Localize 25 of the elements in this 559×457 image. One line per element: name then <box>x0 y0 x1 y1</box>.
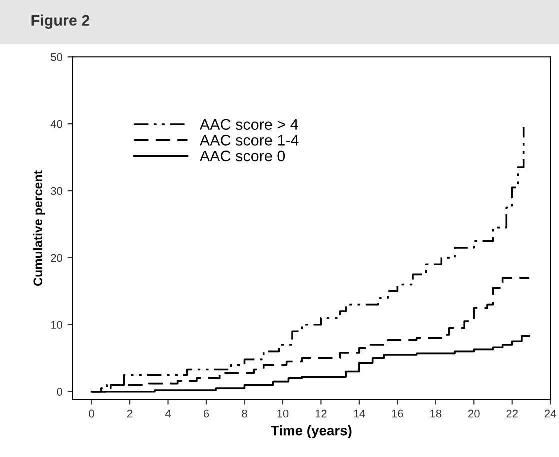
x-axis-title: Time (years) <box>271 426 352 438</box>
x-tick-label: 18 <box>430 410 442 418</box>
legend-label: AAC score 0 <box>200 150 286 162</box>
legend-label: AAC score 1-4 <box>200 135 299 146</box>
x-tick-label: 24 <box>544 410 556 418</box>
y-tick-label: 40 <box>50 120 63 128</box>
y-tick-label: 50 <box>51 53 63 62</box>
x-tick-label: 16 <box>392 410 404 418</box>
x-tick-label: 4 <box>165 410 172 418</box>
x-tick-label: 14 <box>354 410 366 418</box>
y-tick-label: 20 <box>51 254 63 262</box>
y-axis-title: Cumulative percent <box>33 170 46 286</box>
x-tick-label: 8 <box>242 410 248 418</box>
y-tick-label: 30 <box>51 187 63 196</box>
x-tick-label: 20 <box>468 410 480 418</box>
x-tick-label: 2 <box>127 410 133 418</box>
x-tick-label: 12 <box>316 410 327 418</box>
x-tick-label: 22 <box>506 410 518 418</box>
x-tick-label: 10 <box>278 410 289 418</box>
y-tick-label: 10 <box>51 321 63 330</box>
x-tick-label: 0 <box>89 410 94 418</box>
chart-title: Figure 2 <box>32 14 90 30</box>
y-tick-label: 0 <box>57 388 63 396</box>
x-tick-label: 6 <box>204 410 210 418</box>
legend-label: AAC score > 4 <box>200 119 298 130</box>
